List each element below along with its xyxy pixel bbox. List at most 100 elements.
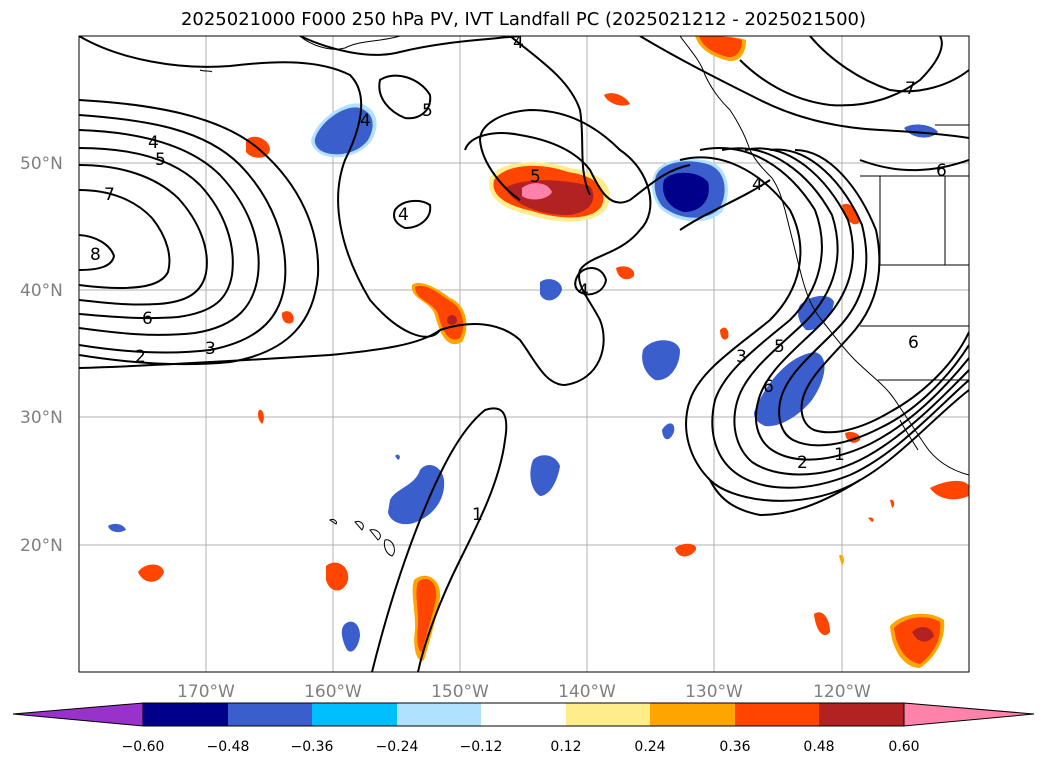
coastline [879, 176, 969, 266]
pv-negative-blob [388, 465, 445, 525]
colorbar-segment [650, 703, 735, 726]
lon-label-120w: 120°W [813, 682, 871, 702]
coastline [329, 519, 337, 525]
pv-positive-blob [890, 499, 895, 508]
plot-area [79, 36, 969, 672]
contour-line [464, 132, 691, 204]
pv-negative-blob [540, 279, 562, 301]
pv-positive-blob [842, 203, 860, 225]
contour-label: 6 [936, 161, 947, 181]
pv-positive-blob [416, 578, 437, 652]
contour-label: 4 [398, 205, 409, 225]
contour-line [79, 147, 234, 320]
pv-positive-blob [604, 93, 630, 106]
colorbar-segment [143, 703, 228, 726]
pv-positive-blob [720, 327, 729, 340]
colorbar-segment [397, 703, 481, 726]
contour-label: 5 [155, 150, 166, 170]
colorbar-segment [228, 703, 312, 726]
pv-positive-blob [675, 543, 697, 557]
contour-line [371, 407, 508, 672]
contour-line [79, 129, 260, 336]
contour-line [79, 164, 208, 306]
contour-line [574, 267, 608, 296]
colorbar-tick: 0.12 [550, 739, 581, 755]
contour-line [679, 179, 771, 231]
contour-line [639, 36, 969, 139]
pv-negative-blob [395, 454, 400, 460]
lat-label-30n: 30°N [20, 408, 63, 428]
contour-label: 6 [908, 333, 919, 353]
contour-label: 4 [513, 33, 524, 53]
colorbar-segment [566, 703, 650, 726]
colorbar-tick: −0.12 [460, 739, 503, 755]
contour-label: 1 [472, 505, 483, 525]
contour-label: 4 [360, 111, 371, 131]
colorbar-segment [312, 703, 397, 726]
colorbar: −0.60 −0.48 −0.36 −0.24 −0.12 0.12 0.24 … [12, 702, 1035, 755]
pv-positive-blob [814, 612, 830, 636]
coastline [899, 419, 919, 451]
contour-line [769, 148, 969, 447]
lat-label-40n: 40°N [20, 281, 63, 301]
coastline [369, 529, 381, 541]
contour-line [794, 149, 969, 434]
colorbar-frame [142, 702, 905, 727]
coastline [679, 36, 969, 476]
pv-negative-blob [662, 172, 709, 212]
coastline [199, 69, 213, 73]
contour-label: 2 [797, 453, 808, 473]
ivt-contours [79, 36, 969, 672]
contour-label: 6 [142, 309, 153, 329]
contour-line [393, 199, 432, 230]
contour-label: 6 [763, 377, 774, 397]
contour-labels: 4 5 7 8 6 2 3 4 5 4 5 4 1 4 7 6 4 3 5 6 … [90, 33, 947, 525]
pv-positive-blob [616, 266, 635, 280]
colorbar-tick: 0.36 [719, 739, 750, 755]
contour-line [739, 36, 943, 107]
contour-line [709, 479, 861, 517]
pv-negative-blob [642, 340, 680, 381]
pv-negative-blob [341, 621, 360, 652]
coastline [299, 36, 401, 50]
contour-line [299, 36, 521, 56]
pv-positive-blob [258, 409, 264, 424]
contour-label: 4 [578, 281, 589, 301]
contour-line [79, 234, 116, 271]
pv-positive-blob [522, 183, 552, 200]
contour-line [79, 36, 441, 338]
pv-negative-blob [662, 423, 675, 440]
lon-label-130w: 130°W [685, 682, 743, 702]
contour-label: 5 [530, 167, 541, 187]
contour-label: 4 [752, 175, 763, 195]
pv-positive-blob [839, 554, 844, 566]
pv-positive-blob [930, 480, 969, 500]
pv-positive-blob [281, 311, 294, 324]
contour-line [859, 159, 969, 172]
colorbar-extend-high [903, 702, 1035, 727]
colorbar-tick: −0.36 [291, 739, 334, 755]
coastlines [199, 36, 969, 557]
pv-positive-blob [699, 36, 742, 58]
contour-line [721, 147, 969, 476]
pv-positive-blob [138, 564, 164, 582]
colorbar-tick: 0.24 [634, 739, 665, 755]
map-title: 2025021000 F000 250 hPa PV, IVT Landfall… [180, 9, 867, 30]
contour-line [809, 36, 969, 93]
contour-line [439, 108, 652, 387]
contour-label: 3 [736, 347, 747, 367]
contour-line [699, 147, 969, 489]
pv-negative-blob [108, 523, 126, 533]
contour-label: 4 [148, 133, 159, 153]
pv-negative-blob [754, 352, 825, 427]
pv-negative-blob [314, 107, 373, 155]
contour-line [79, 189, 171, 290]
lon-label-170w: 170°W [177, 682, 235, 702]
coastline [383, 539, 395, 557]
coastline [354, 521, 364, 531]
contour-line [79, 114, 287, 354]
contour-label: 1 [834, 445, 845, 465]
lon-label-160w: 160°W [304, 682, 362, 702]
contour-label: 7 [905, 79, 916, 99]
